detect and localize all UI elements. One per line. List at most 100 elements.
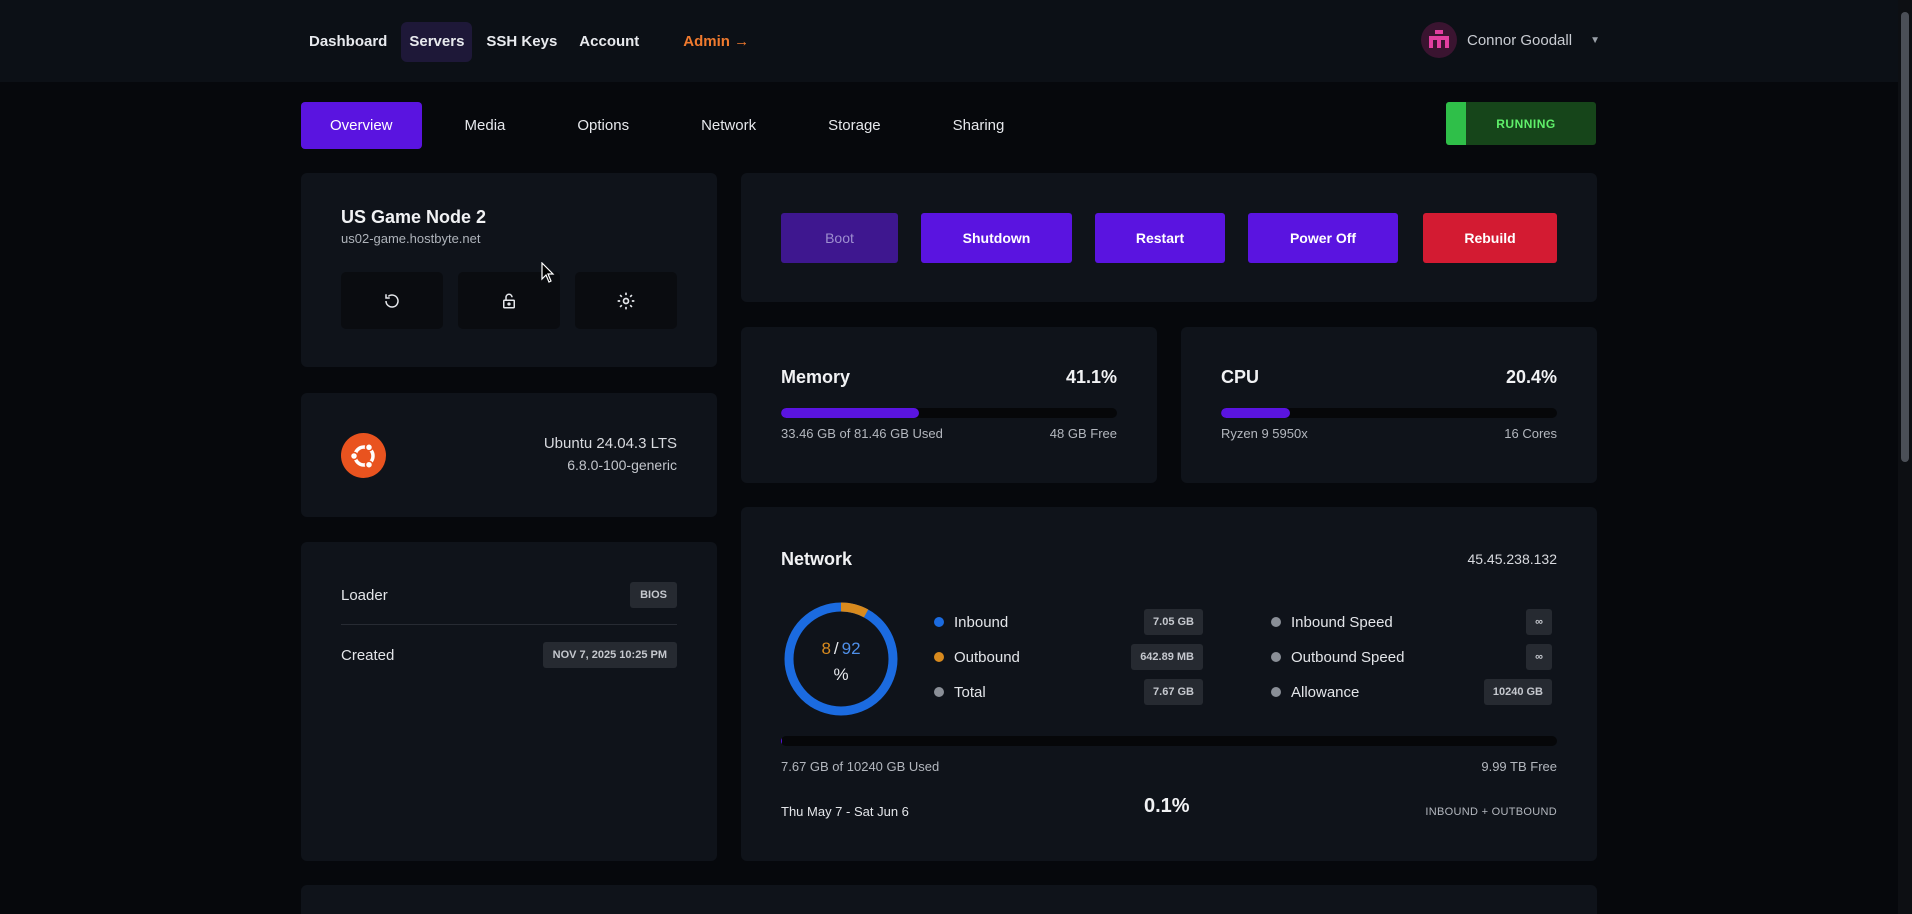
allowance-value: 10240 GB [1483, 679, 1552, 705]
inbound-dot [934, 617, 944, 627]
os-kernel: 6.8.0-100-generic [567, 457, 677, 473]
network-card: Network 45.45.238.132 8/92 % Inbound 7.0… [741, 507, 1597, 861]
memory-bar-fill [781, 408, 920, 418]
page-scrollbar[interactable] [1898, 0, 1912, 914]
memory-used: 33.46 GB of 81.46 GB Used [781, 426, 943, 441]
boot-button[interactable]: Boot [781, 213, 898, 263]
server-tabs: Overview Media Options Network Storage S… [301, 102, 1047, 149]
network-ip: 45.45.238.132 [1467, 551, 1557, 567]
memory-card: Memory 41.1% 33.46 GB of 81.46 GB Used 4… [741, 327, 1157, 483]
cpu-cores: 16 Cores [1504, 426, 1557, 441]
loader-row: Loader BIOS [341, 565, 677, 625]
os-card: Ubuntu 24.04.3 LTS 6.8.0-100-generic [301, 393, 717, 517]
limit-label: Inbound Speed [1291, 613, 1393, 631]
tab-storage[interactable]: Storage [828, 117, 881, 134]
network-period: Thu May 7 - Sat Jun 6 [781, 804, 909, 819]
gear-icon [617, 292, 635, 309]
server-name: US Game Node 2 [341, 207, 487, 227]
network-title: Network [781, 549, 853, 569]
loader-value: BIOS [630, 582, 677, 608]
status-badge: RUNNING [1446, 102, 1596, 145]
status-text: RUNNING [1496, 116, 1556, 131]
nav-account[interactable]: Account [579, 33, 640, 50]
nav-servers[interactable]: Servers [401, 22, 473, 62]
created-row: Created NOV 7, 2025 10:25 PM [341, 625, 677, 685]
donut-inbound-arc [784, 602, 898, 716]
settings-button[interactable] [575, 272, 677, 329]
cpu-card: CPU 20.4% Ryzen 9 5950x 16 Cores [1181, 327, 1597, 483]
divider [341, 624, 677, 625]
donut-inbound-value: 92 [841, 639, 861, 658]
network-usage-percent: 0.1% [1144, 795, 1190, 817]
server-hostname: us02-game.hostbyte.net [341, 231, 481, 246]
cpu-bar-fill [1221, 408, 1290, 418]
donut-separator: / [833, 639, 839, 658]
chevron-down-icon: ▼ [1590, 34, 1600, 46]
total-value: 7.67 GB [1144, 679, 1203, 705]
total-dot [934, 687, 944, 697]
limit-dot [1271, 617, 1281, 627]
donut-unit: % [833, 665, 849, 684]
rebuild-button[interactable]: Rebuild [1423, 213, 1557, 263]
legend-total: Total [934, 679, 986, 705]
top-navbar: Dashboard Servers SSH Keys Account Admin… [0, 0, 1898, 82]
tab-overview[interactable]: Overview [301, 102, 422, 149]
power-off-button[interactable]: Power Off [1248, 213, 1398, 263]
outbound-speed-value: ∞ [1526, 644, 1552, 670]
inbound-value: 7.05 GB [1144, 609, 1203, 635]
tab-sharing[interactable]: Sharing [952, 117, 1005, 134]
nav-admin[interactable]: Admin → [683, 33, 750, 50]
cpu-title: CPU [1221, 367, 1260, 387]
restart-button[interactable]: Restart [1095, 213, 1225, 263]
ubuntu-icon [341, 433, 386, 478]
created-value: NOV 7, 2025 10:25 PM [542, 642, 677, 668]
refresh-icon [385, 293, 399, 308]
power-card: Boot Shutdown Restart Power Off Rebuild [741, 173, 1597, 302]
nav-ssh-keys[interactable]: SSH Keys [486, 33, 558, 50]
donut-outbound-arc [784, 602, 898, 716]
refresh-button[interactable] [341, 272, 443, 329]
unlock-icon [503, 293, 515, 308]
unlock-button[interactable] [458, 272, 560, 329]
memory-percent: 41.1% [1065, 367, 1117, 387]
limit-label: Outbound Speed [1291, 648, 1405, 666]
legend-label: Outbound [954, 648, 1020, 666]
network-scope: INBOUND + OUTBOUND [1425, 806, 1557, 818]
scrollbar-thumb[interactable] [1901, 12, 1909, 462]
shutdown-button[interactable]: Shutdown [921, 213, 1072, 263]
limit-allowance: Allowance [1271, 679, 1359, 705]
limit-outbound-speed: Outbound Speed [1271, 644, 1404, 670]
network-free: 9.99 TB Free [1481, 759, 1557, 774]
nav-dashboard[interactable]: Dashboard [309, 33, 388, 50]
os-name: Ubuntu 24.04.3 LTS [543, 435, 677, 452]
legend-label: Total [954, 683, 986, 701]
tab-network[interactable]: Network [701, 117, 757, 134]
server-card: US Game Node 2 us02-game.hostbyte.net [301, 173, 717, 367]
outbound-dot [934, 652, 944, 662]
main-nav: Dashboard Servers SSH Keys Account Admin… [301, 22, 763, 62]
network-usage-bar [781, 736, 1557, 746]
bottom-card [301, 885, 1597, 914]
network-used: 7.67 GB of 10240 GB Used [781, 759, 940, 774]
memory-bar [781, 408, 1117, 418]
cpu-model: Ryzen 9 5950x [1221, 426, 1308, 441]
tab-options[interactable]: Options [577, 117, 630, 134]
user-menu[interactable]: Connor Goodall ▼ [1421, 22, 1600, 58]
limit-dot [1271, 687, 1281, 697]
donut-outbound-value: 8 [821, 639, 831, 658]
memory-title: Memory [781, 367, 851, 387]
network-usage-fill [781, 736, 782, 746]
legend-label: Inbound [954, 613, 1009, 631]
limit-inbound-speed: Inbound Speed [1271, 609, 1393, 635]
info-card: Loader BIOS Created NOV 7, 2025 10:25 PM [301, 542, 717, 861]
tab-media[interactable]: Media [464, 117, 506, 134]
donut-ratio: 8/92 [781, 639, 901, 659]
memory-free: 48 GB Free [1049, 426, 1117, 441]
limit-dot [1271, 652, 1281, 662]
user-name: Connor Goodall [1467, 31, 1573, 49]
inbound-speed-value: ∞ [1526, 609, 1552, 635]
legend-outbound: Outbound [934, 644, 1020, 670]
avatar-icon [1421, 22, 1457, 58]
network-donut [784, 602, 898, 716]
legend-inbound: Inbound [934, 609, 1008, 635]
